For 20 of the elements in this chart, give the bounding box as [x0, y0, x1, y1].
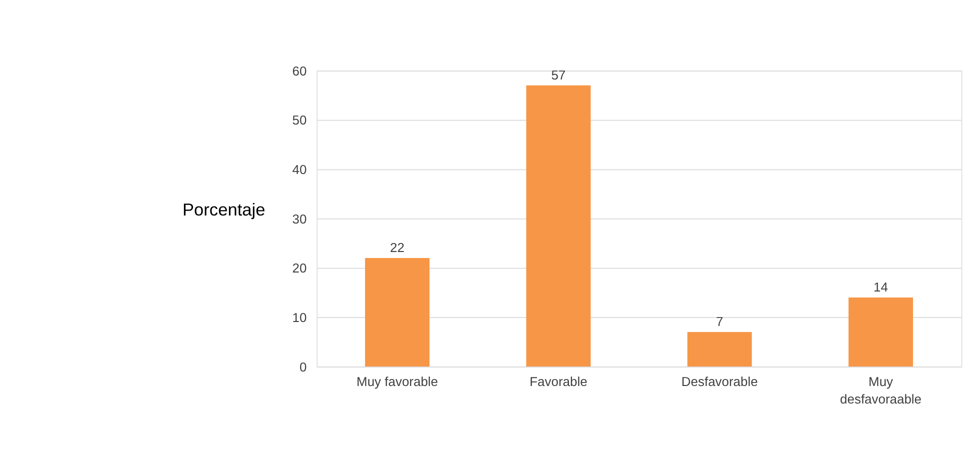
data-label: 14: [874, 279, 888, 294]
y-tick-label: 0: [300, 359, 307, 374]
x-tick-label: Desfavorable: [681, 374, 758, 389]
bar: [687, 332, 752, 367]
y-axis-title: Porcentaje: [182, 200, 266, 220]
data-label: 22: [390, 240, 404, 255]
y-tick-label: 30: [292, 211, 307, 226]
y-tick-label: 10: [292, 310, 307, 325]
y-tick-label: 50: [292, 112, 307, 128]
y-tick-label: 20: [292, 260, 307, 276]
y-tick-label: 60: [292, 63, 307, 78]
bar: [526, 85, 591, 367]
x-tick-label: Muy favorable: [356, 374, 438, 389]
x-tick-label: Muy desfavoraable: [840, 374, 922, 406]
x-tick-label: Favorable: [530, 374, 588, 389]
y-tick-label: 40: [292, 162, 307, 177]
data-label: 7: [716, 314, 724, 329]
bar: [848, 297, 913, 367]
data-label: 57: [551, 67, 566, 82]
bar: [365, 258, 430, 367]
